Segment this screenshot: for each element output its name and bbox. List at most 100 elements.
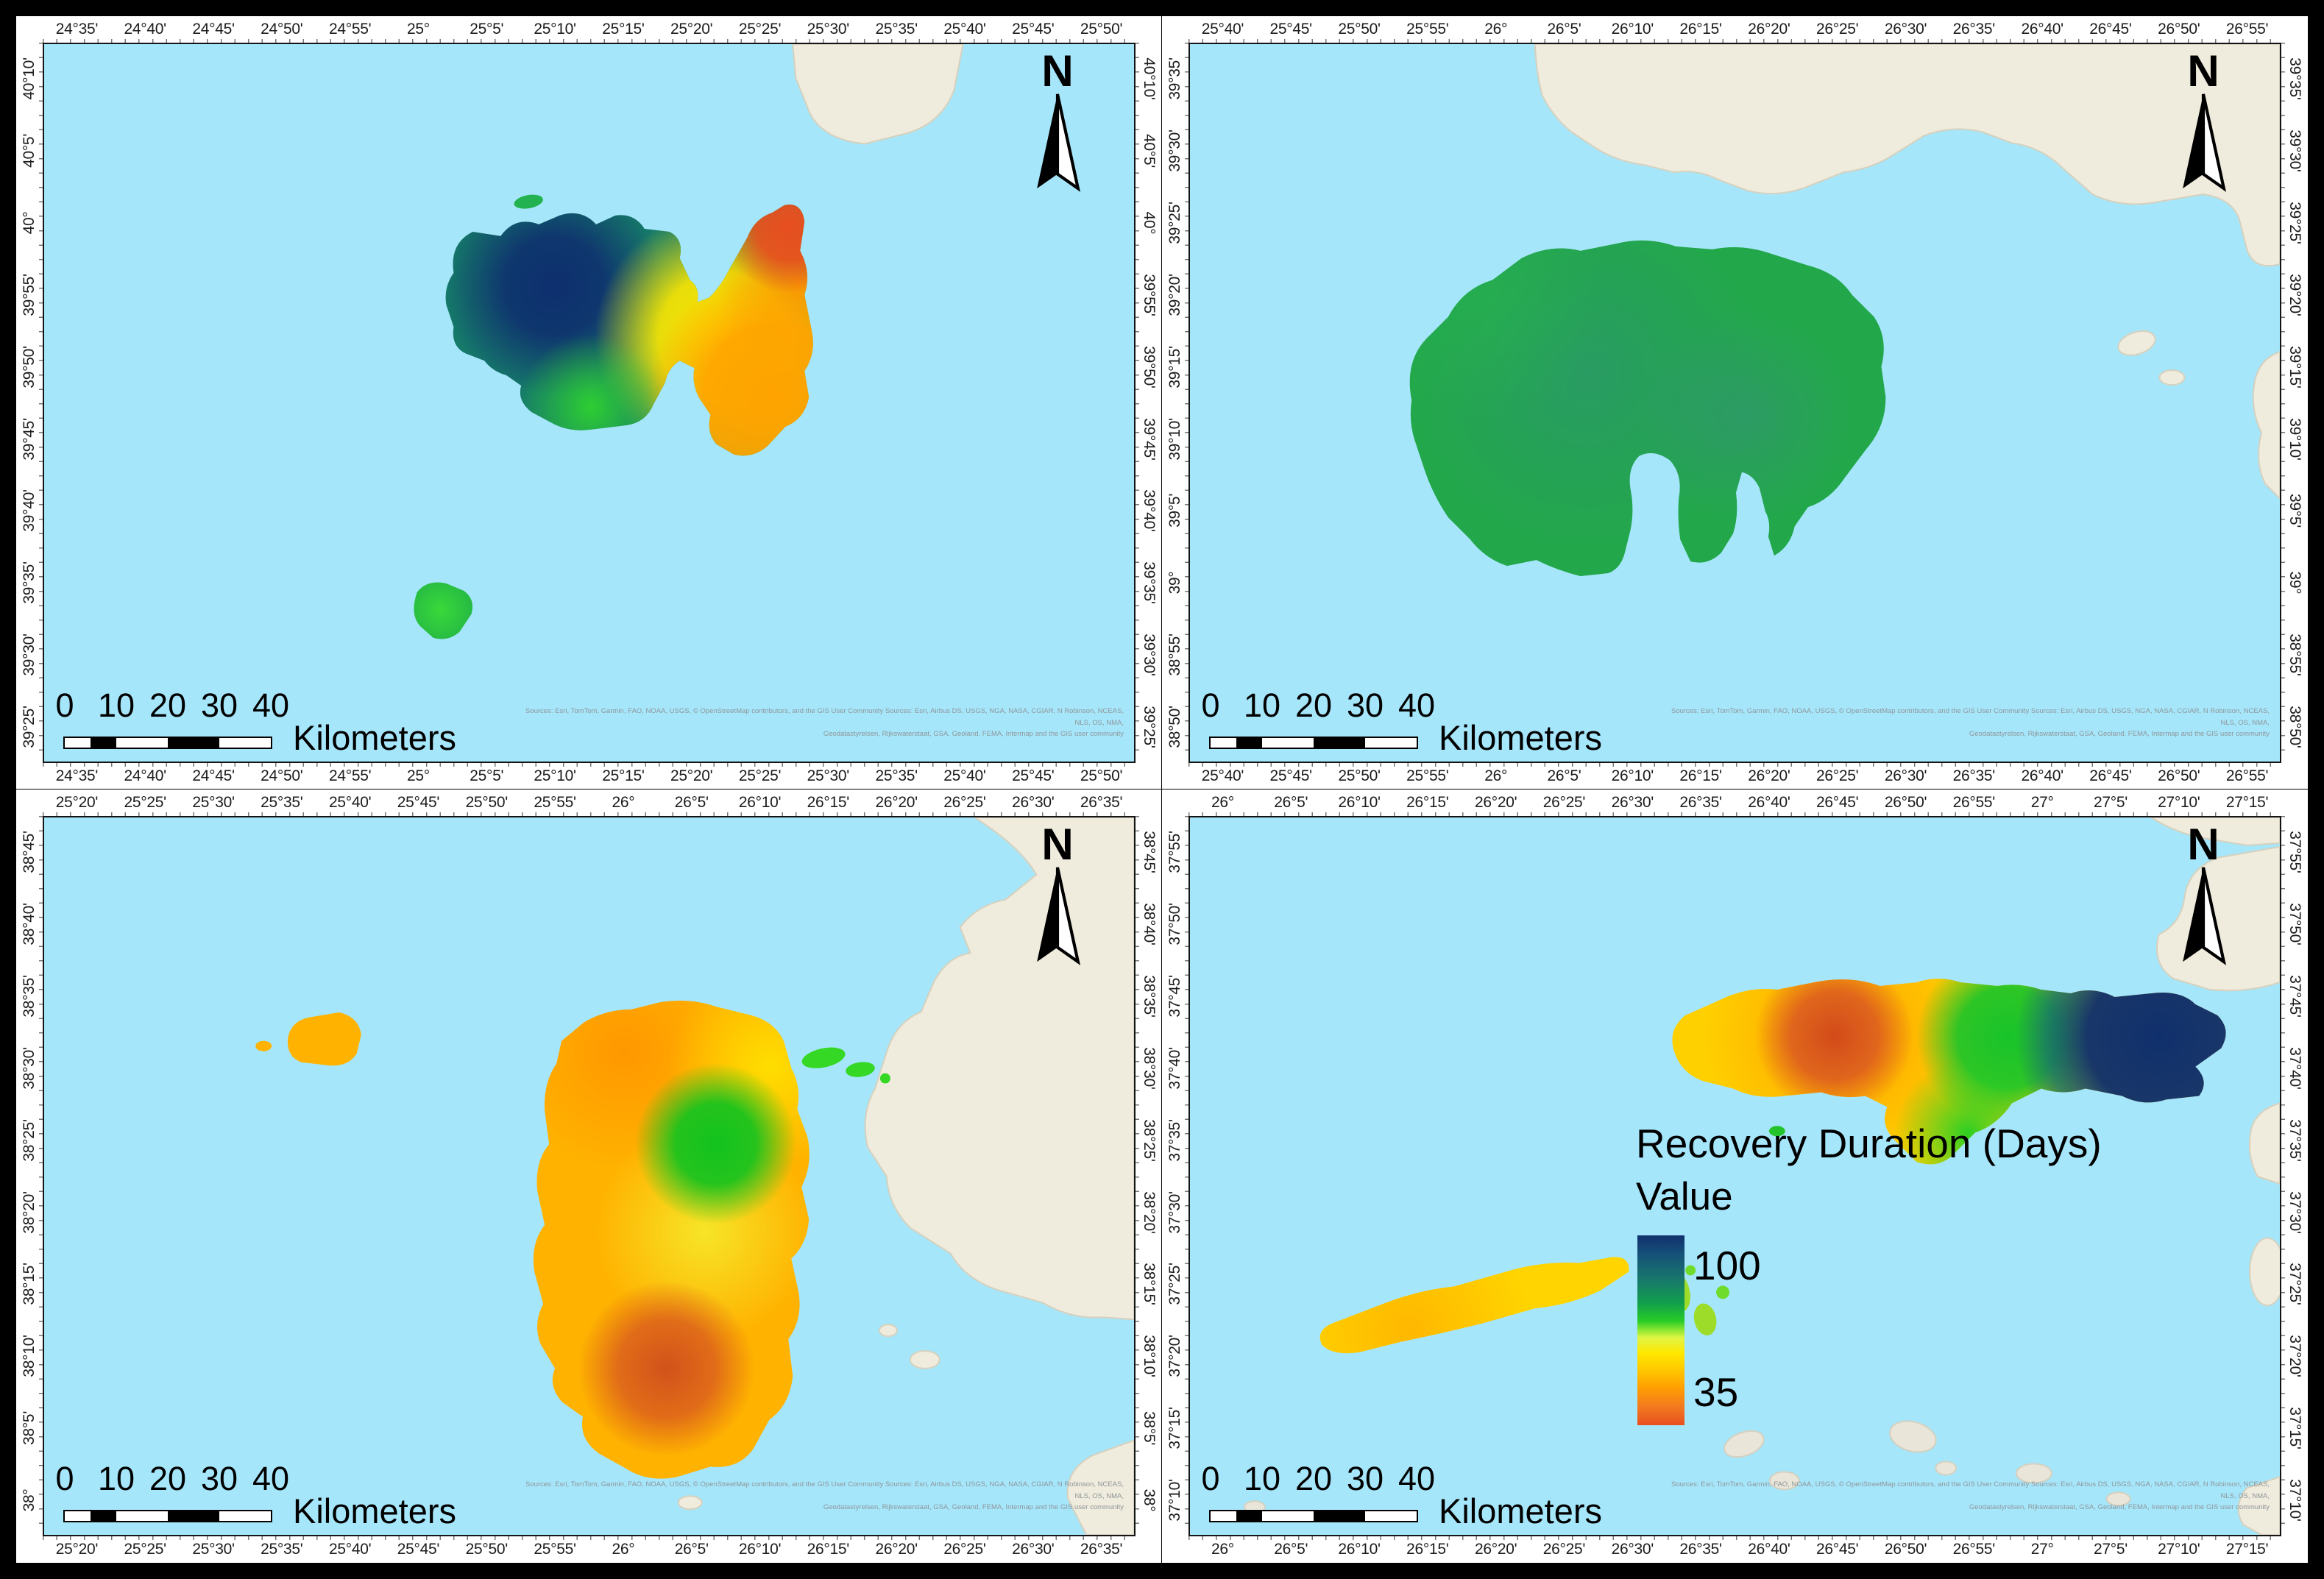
scalebar-tick: 30 (1346, 686, 1384, 724)
basemap-islet (2158, 369, 2186, 386)
lat-tick-label: 39°25' (1141, 706, 1158, 748)
lon-axis-top: 26° 26°5' 26°10' 26°15' 26°20' 26°25' 26°30' 26… (1188, 789, 2281, 816)
island-surface (445, 205, 813, 456)
legend: Recovery Duration (Days) Value 100 35 (1636, 1124, 2269, 1441)
lat-tick-label: 38° (1141, 1488, 1158, 1512)
attribution-line: Geodatastyrelsen, Rijkswaterstaat, GSA, … (1969, 1502, 2270, 1511)
north-label: N (2187, 820, 2220, 869)
lat-tick-label: 40°5' (21, 133, 38, 168)
lat-tick-label: 39° (1166, 571, 1183, 595)
lon-tick-label: 26°45' (1816, 1541, 1859, 1558)
scalebar-tick: 40 (1397, 1460, 1436, 1497)
lon-tick-label: 25°25' (124, 1541, 167, 1558)
lat-tick-label: 38°20' (1141, 1191, 1158, 1234)
lon-tick-label: 26°20' (1748, 21, 1790, 38)
scalebar-numbers: 0 10 20 30 40 (53, 686, 524, 724)
lon-tick-label: 26°10' (1338, 1541, 1381, 1558)
lon-tick-label: 25°30' (807, 767, 850, 784)
scalebar-tick: 10 (1243, 1460, 1281, 1497)
islands-layer (255, 817, 1134, 1535)
island-surface-ikaria (1319, 1257, 1629, 1354)
lon-tick-label: 26°10' (1338, 794, 1381, 811)
basemap-islet (2249, 1237, 2280, 1307)
lat-axis-left: 37°55' 37°50' 37°45' 37°40' 37°35' 37°30' 37°2… (1162, 816, 1188, 1536)
scalebar-tick: 0 (1201, 686, 1220, 724)
lon-tick-label: 25°10' (534, 21, 576, 38)
basemap-islet (2117, 330, 2156, 356)
lon-tick-label: 25°35' (261, 1541, 303, 1558)
lat-tick-label: 38°35' (1141, 975, 1158, 1018)
lat-tick-label: 39°30' (21, 634, 38, 676)
lon-tick-label: 26°35' (1679, 794, 1722, 811)
lon-tick-label: 26°35' (1080, 1541, 1123, 1558)
islands-layer (414, 44, 964, 639)
lat-tick-label: 39°35' (1141, 561, 1158, 604)
scalebar-tick: 30 (1346, 1460, 1384, 1497)
north-arrow-icon (2183, 93, 2227, 192)
lon-tick-label: 26°30' (1884, 21, 1927, 38)
legend-body: 100 35 (1636, 1235, 2269, 1441)
lon-tick-label: 25°15' (602, 767, 645, 784)
attribution: Sources: Esri, TomTom, Garmin, FAO, NOAA… (514, 1479, 1124, 1513)
lon-tick-label: 26°15' (807, 794, 850, 811)
island-small-orange (287, 1012, 361, 1066)
lon-tick-label: 26°5' (1547, 767, 1581, 784)
basemap-coast (1534, 44, 2280, 267)
lat-tick-label: 39°15' (2286, 345, 2303, 388)
lon-tick-label: 26°5' (1547, 21, 1581, 38)
lon-tick-label: 26°15' (1679, 21, 1722, 38)
lon-tick-label: 25°45' (1269, 767, 1313, 784)
lon-axis-bottom: 26° 26°5' 26°10' 26°15' 26°20' 26°25' 26°30' 26… (1188, 1536, 2281, 1563)
lat-axis-right: 40°10' 40°5' 40° 39°55' 39°50' 39°45' 39°40' 39… (1136, 43, 1162, 763)
lon-tick-label: 26°10' (1611, 767, 1654, 784)
lon-tick-label: 25°40' (943, 21, 986, 38)
lon-tick-label: 25°30' (192, 1541, 235, 1558)
lat-tick-label: 39°50' (1141, 345, 1158, 388)
lon-tick-label: 25°40' (328, 1541, 372, 1558)
lon-tick-label: 25°25' (738, 767, 782, 784)
scalebar-tick: 0 (55, 1460, 74, 1497)
basemap-islet (909, 1350, 940, 1369)
lon-tick-label: 26°35' (1952, 21, 1996, 38)
islet (255, 1040, 272, 1051)
basemap-island (792, 44, 964, 145)
lon-tick-label: 27° (2030, 794, 2054, 811)
islet-green (1685, 1265, 1696, 1276)
lat-tick-label: 39°25' (1166, 202, 1183, 244)
lon-tick-label: 26°5' (1274, 794, 1308, 811)
lon-tick-label: 26°50' (2158, 767, 2200, 784)
lon-tick-label: 25°45' (397, 794, 440, 811)
lon-tick-label: 24°45' (192, 767, 235, 784)
lon-tick-label: 25°55' (534, 1541, 576, 1558)
scalebar-bar (1209, 737, 1418, 749)
lon-tick-label: 26°15' (1406, 794, 1449, 811)
lon-tick-label: 24°55' (328, 21, 372, 38)
lon-tick-label: 25°30' (807, 21, 850, 38)
lon-axis-bottom: 25°20' 25°25' 25°30' 25°35' 25°40' 25°45' 25°5… (43, 1536, 1136, 1563)
lat-tick-label: 37°50' (2286, 903, 2303, 945)
island-surface (533, 1000, 809, 1479)
lon-tick-label: 26°50' (1884, 1541, 1927, 1558)
lon-tick-label: 26°20' (875, 794, 918, 811)
lat-tick-label: 37°45' (2286, 975, 2303, 1018)
scalebar-numbers: 0 10 20 30 40 (1199, 1460, 1670, 1497)
lon-tick-label: 26°35' (1679, 1541, 1722, 1558)
lat-tick-label: 37°55' (1166, 831, 1183, 873)
lon-tick-label: 27°5' (2093, 1541, 2128, 1558)
scalebar-tick: 40 (1397, 686, 1436, 724)
lon-tick-label: 25°35' (261, 794, 303, 811)
lat-tick-label: 38°15' (21, 1263, 38, 1306)
lon-tick-label: 27°15' (2225, 1541, 2269, 1558)
lon-tick-label: 26°30' (1012, 794, 1055, 811)
basemap-coast (2150, 817, 2280, 846)
basemap-islet (1889, 1420, 1937, 1453)
lon-tick-label: 25°25' (124, 794, 167, 811)
lon-tick-label: 24°40' (124, 21, 167, 38)
north-arrow: N (2168, 823, 2239, 968)
lon-tick-label: 26°5' (1274, 1541, 1308, 1558)
lon-tick-label: 26°40' (1748, 794, 1790, 811)
lon-tick-label: 25°10' (534, 767, 576, 784)
lon-tick-label: 26° (1484, 21, 1508, 38)
lon-tick-label: 26°55' (1952, 1541, 1996, 1558)
